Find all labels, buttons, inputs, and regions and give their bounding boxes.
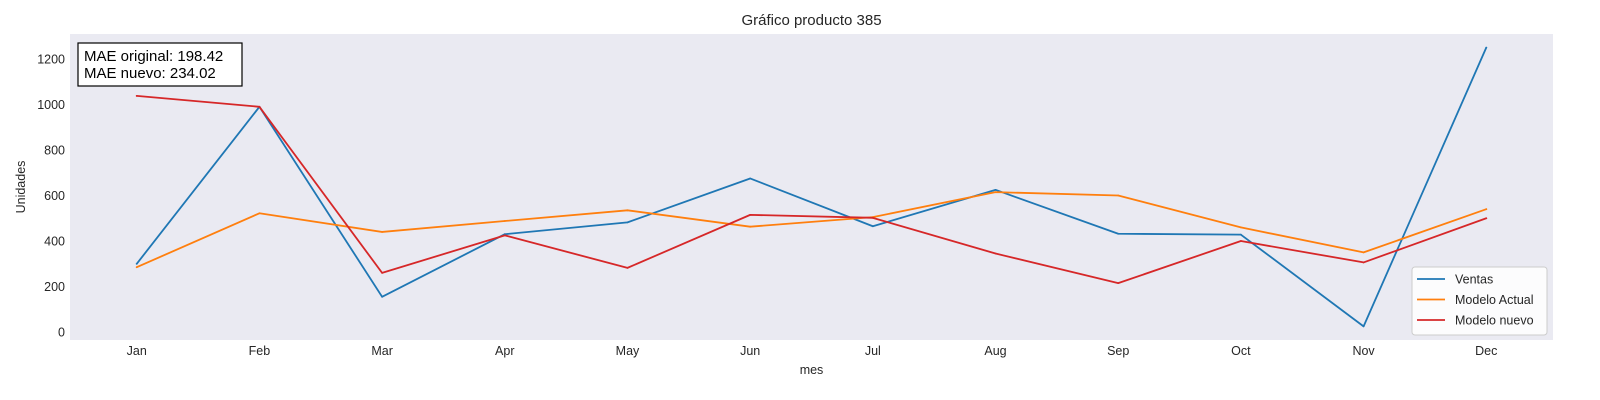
- data-point: [1362, 325, 1365, 328]
- data-point: [871, 225, 874, 228]
- y-tick-label: 0: [58, 326, 65, 340]
- data-point: [135, 94, 138, 97]
- data-point: [626, 221, 629, 224]
- x-tick-label: Sep: [1107, 344, 1129, 358]
- data-point: [626, 266, 629, 269]
- annotation-frame: [77, 42, 243, 87]
- y-tick-label: 1200: [37, 53, 65, 67]
- legend: Ventas Modelo Actual Modelo nuevo: [1411, 266, 1548, 336]
- annotation-mae-nuevo: MAE nuevo: 234.02: [84, 65, 216, 82]
- data-point: [135, 266, 138, 269]
- data-point: [1485, 208, 1488, 211]
- data-point: [1239, 226, 1242, 229]
- data-point: [503, 234, 506, 237]
- data-point: [1485, 217, 1488, 220]
- data-point: [1239, 233, 1242, 236]
- data-point: [1117, 282, 1120, 285]
- data-point: [749, 225, 752, 228]
- legend-label: Modelo nuevo: [1455, 314, 1534, 328]
- x-tick-label: Jan: [127, 344, 147, 358]
- data-point: [381, 295, 384, 298]
- data-point: [1239, 240, 1242, 242]
- data-point: [1117, 194, 1120, 197]
- series-lines: [135, 46, 1488, 328]
- y-axis-label: Unidades: [14, 161, 28, 214]
- data-point: [1362, 261, 1365, 264]
- data-point: [994, 191, 997, 194]
- x-tick-label: Mar: [371, 344, 393, 358]
- x-tick-label: Apr: [495, 344, 514, 358]
- y-tick-label: 600: [44, 189, 65, 203]
- data-point: [1485, 46, 1488, 49]
- data-point: [381, 231, 384, 233]
- data-point: [1362, 251, 1365, 254]
- data-point: [871, 216, 874, 219]
- x-tick-label: Aug: [984, 344, 1006, 358]
- y-tick-label: 1000: [37, 98, 65, 112]
- data-point: [749, 177, 752, 180]
- plot-area: [70, 34, 1553, 340]
- chart-title: Gráfico producto 385: [741, 12, 881, 29]
- annotation-mae-original: MAE original: 198.42: [84, 48, 223, 65]
- data-point: [258, 212, 261, 215]
- series-line-1: [135, 46, 1488, 328]
- data-point: [258, 105, 261, 108]
- x-axis-label: mes: [800, 363, 824, 377]
- legend-frame: [1411, 266, 1548, 336]
- series-line-3: [135, 94, 1488, 285]
- data-point: [994, 252, 997, 255]
- x-tick-label: Feb: [249, 344, 271, 358]
- x-tick-label: Dec: [1475, 344, 1497, 358]
- legend-label: Modelo Actual: [1455, 293, 1534, 307]
- data-point: [994, 188, 997, 191]
- data-point: [749, 213, 752, 216]
- data-point: [503, 220, 506, 222]
- legend-label: Ventas: [1455, 273, 1493, 287]
- series-line-2: [135, 191, 1488, 269]
- annotation-box: MAE original: 198.42 MAE nuevo: 234.02: [77, 42, 243, 87]
- axis-ticks: Jan Feb Mar Apr May Jun Jul Aug Sep Oct Nov Dec 0 200…: [37, 53, 1497, 358]
- data-point: [1117, 232, 1120, 235]
- y-tick-label: 200: [44, 280, 65, 294]
- x-tick-label: Oct: [1231, 344, 1251, 358]
- y-tick-label: 400: [44, 235, 65, 249]
- x-tick-label: May: [616, 344, 640, 358]
- x-tick-label: Jun: [740, 344, 760, 358]
- y-tick-label: 800: [44, 144, 65, 158]
- data-point: [381, 271, 384, 274]
- x-tick-label: Jul: [865, 344, 881, 358]
- data-point: [135, 262, 138, 265]
- data-point: [626, 209, 629, 212]
- x-tick-label: Nov: [1352, 344, 1375, 358]
